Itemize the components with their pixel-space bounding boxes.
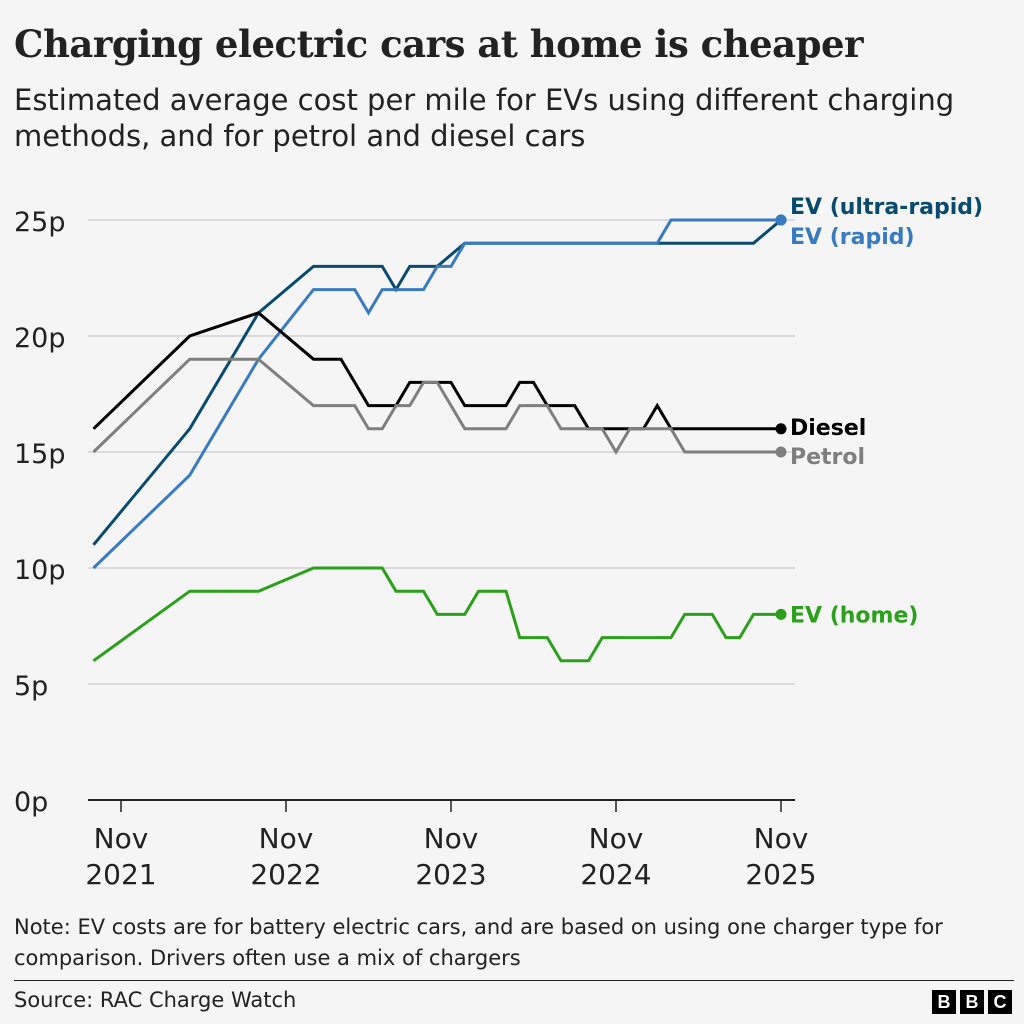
series-end-dot-petrol (775, 446, 787, 458)
series-line-ev-rapid (92, 218, 781, 570)
line-chart: 0p5p10p15p20p25pNov2021Nov2022Nov2023Nov… (14, 195, 983, 891)
x-tick-label: Nov (424, 822, 479, 855)
series-label-ev-home: EV (home) (790, 603, 918, 628)
chart-subtitle: Estimated average cost per mile for EVs … (14, 83, 955, 153)
series-line-petrol (92, 357, 781, 455)
series-label-diesel: Diesel (790, 416, 866, 441)
y-tick-label: 10p (14, 555, 66, 586)
y-tick-label: 0p (14, 787, 48, 818)
x-tick-label: Nov (259, 822, 314, 855)
x-tick-label: Nov (589, 822, 644, 855)
series-end-dot-ev-rapid (775, 214, 787, 226)
y-tick-label: 20p (14, 323, 66, 354)
series-end-dot-ev-home (775, 608, 787, 620)
chart-note: Note: EV costs are for battery electric … (14, 915, 943, 970)
series-label-ev-ultra-rapid: EV (ultra-rapid) (790, 195, 983, 220)
x-tick-label: 2025 (745, 858, 816, 891)
x-tick-label: 2022 (250, 858, 321, 891)
series-end-dot-diesel (775, 423, 787, 435)
x-tick-label: 2023 (415, 858, 486, 891)
y-tick-label: 25p (14, 207, 66, 238)
x-tick-label: 2024 (580, 858, 651, 891)
series-line-ev-home (92, 566, 781, 663)
series-line-diesel (92, 311, 781, 431)
series-label-ev-rapid: EV (rapid) (790, 225, 915, 250)
x-tick-label: 2021 (85, 858, 156, 891)
footer-divider (14, 980, 1014, 981)
y-tick-label: 5p (14, 671, 48, 702)
source-text: Source: RAC Charge Watch (14, 988, 297, 1012)
x-tick-label: Nov (754, 822, 809, 855)
y-tick-label: 15p (14, 439, 66, 470)
series-label-petrol: Petrol (790, 445, 865, 470)
x-tick-label: Nov (94, 822, 149, 855)
chart-title: Charging electric cars at home is cheape… (14, 22, 864, 66)
